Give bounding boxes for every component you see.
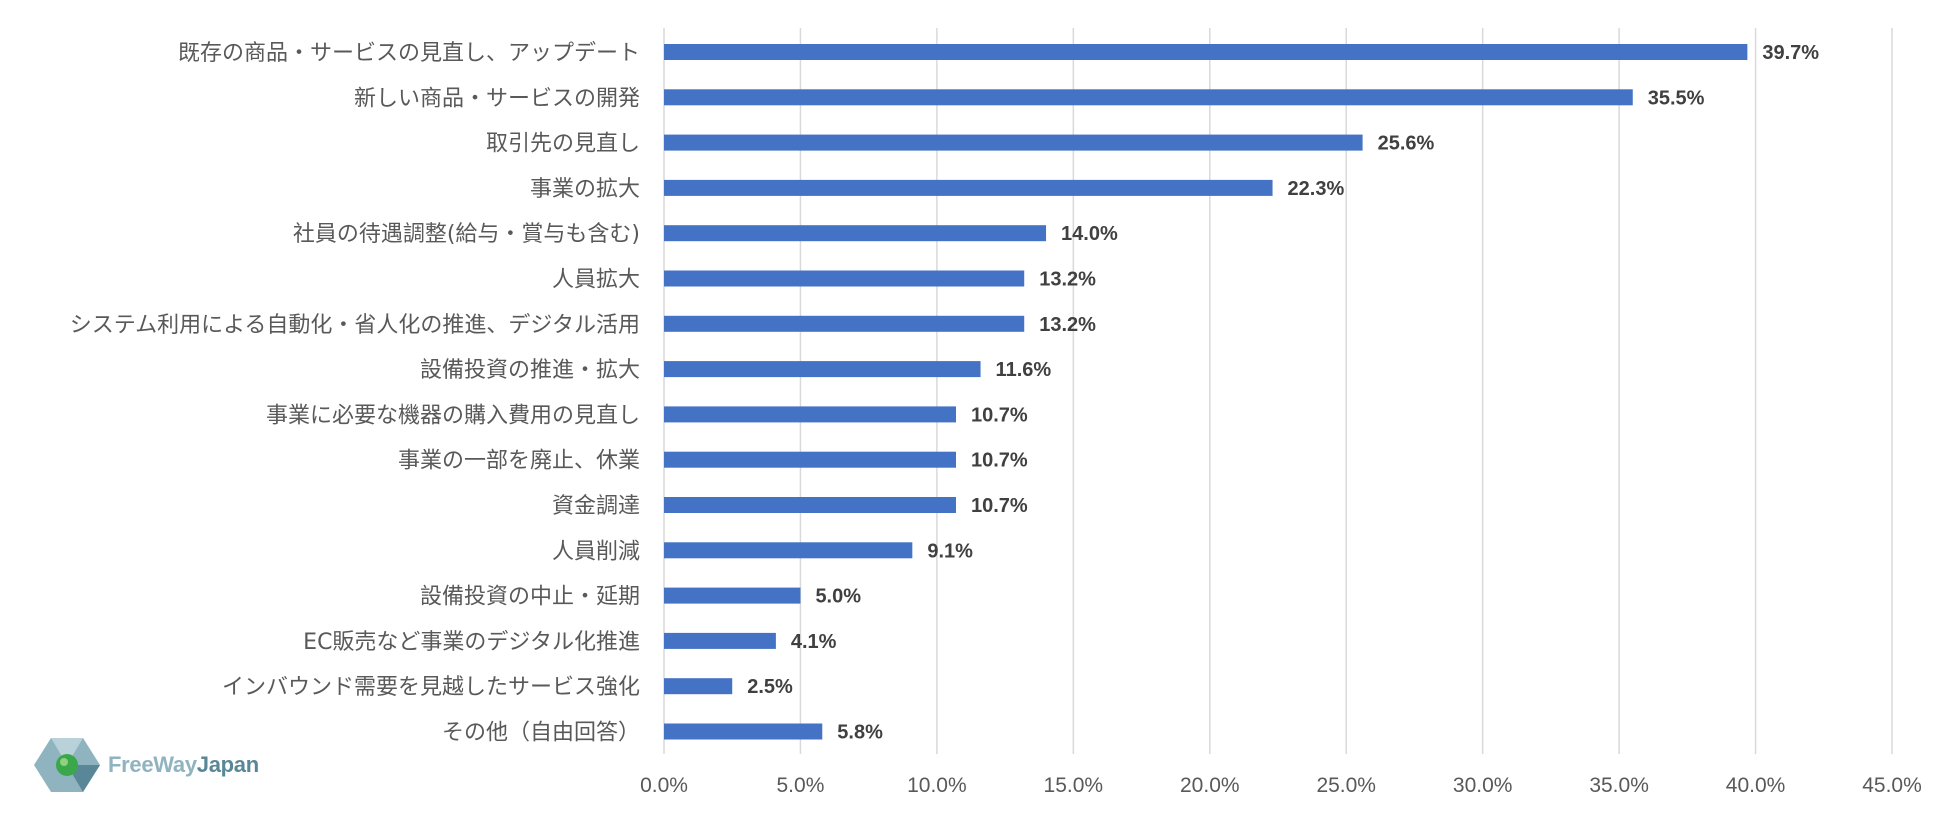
data-labels: 39.7% 35.5% 25.6% 22.3% 14.0% 13.2% 13.2% 11.6%… [747, 42, 1819, 744]
bar [664, 497, 956, 513]
x-tick-label: 30.0% [1453, 774, 1513, 797]
data-label: 39.7% [1762, 42, 1819, 64]
data-label: 13.2% [1039, 314, 1096, 336]
x-tick-label: 35.0% [1589, 774, 1649, 797]
bar [664, 270, 1025, 287]
category-label: 事業の拡大 [530, 177, 640, 202]
x-tick-label: 15.0% [1044, 774, 1104, 797]
bar [664, 451, 956, 468]
category-label: 人員拡大 [552, 268, 640, 293]
data-label: 14.0% [1061, 223, 1118, 245]
logo-mark-icon [34, 738, 100, 792]
data-label: 4.1% [791, 631, 837, 653]
category-label: 設備投資の推進・拡大 [420, 358, 640, 383]
category-label: 事業の一部を廃止、休業 [398, 449, 640, 474]
category-label: EC販売など事業のデジタル化推進 [303, 630, 640, 655]
category-labels: 既存の商品・サービスの見直し、アップデート新しい商品・サービスの開発取引先の見直… [70, 41, 640, 746]
logo-text: FreeWayJapan [108, 752, 259, 778]
category-label: 設備投資の中止・延期 [420, 585, 640, 610]
bar [664, 361, 981, 378]
freewayjapan-logo: FreeWayJapan [34, 738, 259, 792]
bar [664, 134, 1363, 151]
data-label: 5.8% [837, 722, 883, 744]
x-tick-label: 45.0% [1862, 774, 1922, 797]
bar [664, 678, 733, 695]
data-label: 9.1% [927, 540, 973, 562]
category-label: 人員削減 [552, 539, 640, 564]
x-axis-tick-labels: 0.0% 5.0% 10.0% 15.0% 20.0% 25.0% 30.0% 35.0% 40… [640, 774, 1922, 797]
x-tick-label: 20.0% [1180, 774, 1240, 797]
category-label: 新しい商品・サービスの開発 [354, 86, 640, 111]
x-tick-label: 5.0% [777, 774, 825, 797]
category-label: システム利用による自動化・省人化の推進、デジタル活用 [70, 313, 640, 338]
data-label: 5.0% [815, 586, 861, 608]
category-label: 取引先の見直し [486, 132, 640, 157]
data-label: 10.7% [971, 450, 1028, 472]
category-label: その他（自由回答） [442, 721, 640, 746]
data-label: 25.6% [1378, 133, 1435, 155]
category-label: 既存の商品・サービスの見直し、アップデート [178, 41, 640, 66]
x-tick-label: 10.0% [907, 774, 967, 797]
data-label: 10.7% [971, 404, 1028, 426]
x-tick-label: 40.0% [1726, 774, 1786, 797]
category-label: 事業に必要な機器の購入費用の見直し [266, 403, 640, 428]
logo-text-free: FreeWay [108, 752, 197, 777]
bar [664, 723, 823, 740]
bar [664, 225, 1047, 242]
bar [664, 632, 776, 649]
bar [664, 89, 1633, 106]
bar [664, 315, 1025, 332]
data-label: 2.5% [747, 676, 793, 698]
x-tick-label: 0.0% [640, 774, 688, 797]
bar [664, 587, 801, 604]
data-label: 13.2% [1039, 269, 1096, 291]
data-label: 10.7% [971, 495, 1028, 517]
bar [664, 542, 913, 559]
category-label: 資金調達 [552, 494, 640, 519]
x-tick-label: 25.0% [1316, 774, 1376, 797]
logo-text-japan: Japan [196, 752, 259, 777]
bar [664, 179, 1273, 196]
data-label: 35.5% [1648, 87, 1705, 109]
bar [664, 406, 956, 423]
data-label: 22.3% [1288, 178, 1345, 200]
data-label: 11.6% [996, 359, 1052, 381]
bars [664, 44, 1748, 740]
bar [664, 44, 1748, 60]
category-label: インバウンド需要を見越したサービス強化 [222, 675, 640, 700]
category-label: 社員の待遇調整(給与・賞与も含む) [293, 222, 640, 247]
